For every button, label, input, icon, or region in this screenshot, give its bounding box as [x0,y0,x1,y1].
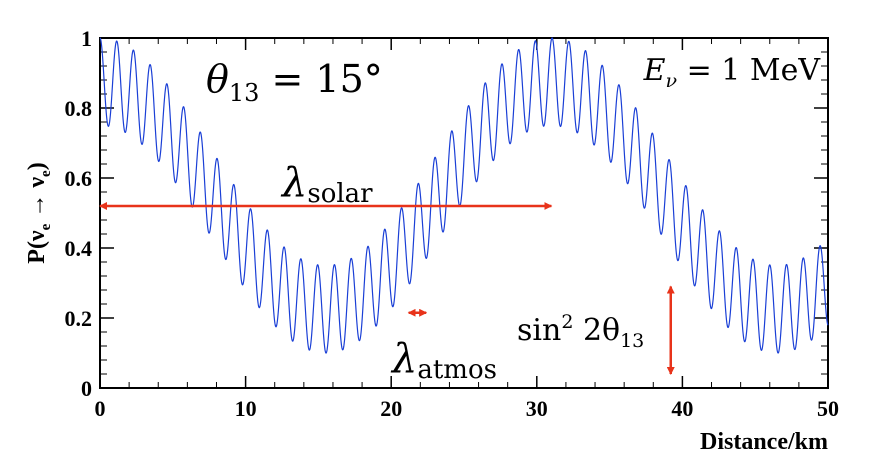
y-tick-label: 0.2 [65,306,93,331]
y-axis-title: P(νe → νe) [24,162,54,263]
y-tick-label: 0 [81,376,92,401]
y-axis-title-main: P(ν [24,230,50,264]
plot-frame [99,37,829,389]
annotation-arrows [99,202,675,375]
x-tick-label: 20 [380,396,402,421]
lambda-atmos-label: λatmos [390,336,497,385]
theta13-symbol: θ [206,57,229,101]
sin2-argument: 2θ [573,313,620,348]
sin2-func: sin [517,313,561,348]
x-tick-label: 40 [671,396,693,421]
x-axis-title: Distance/km [700,429,828,455]
y-axis-title-sub2: e [38,170,54,177]
x-tick-label: 50 [817,396,839,421]
lambda-solar-label: λsolar [280,160,373,209]
sin2-superscript: 2 [561,311,573,333]
y-axis-title-close: ) [24,162,50,170]
y-tick-label: 1 [81,26,92,51]
y-axis-title-arrow: → ν [24,177,50,224]
lambda-solar-subscript: solar [307,179,373,209]
lambda-atmos-symbol: λ [390,336,417,382]
y-axis-title-sub1: e [38,223,54,230]
energy-value: = 1 MeV [677,53,821,88]
energy-label: Eν = 1 MeV [643,53,822,92]
y-tick-label: 0.4 [65,236,93,261]
lambda-solar-symbol: λ [280,160,307,206]
theta13-label: θ13 = 15° [206,57,383,107]
energy-subscript: ν [665,70,677,92]
sin2-subscript: 13 [620,330,644,352]
y-tick-label: 0.8 [65,96,93,121]
x-tick-label: 0 [95,396,106,421]
theta13-value: = 15° [259,57,382,101]
x-tick-label: 30 [526,396,548,421]
x-tick-label: 10 [235,396,257,421]
sin2-label: sin2 2θ13 [517,311,644,352]
theta13-subscript: 13 [229,79,260,107]
energy-symbol: E [643,53,666,88]
y-tick-label: 0.6 [65,166,93,191]
lambda-atmos-subscript: atmos [417,355,497,385]
